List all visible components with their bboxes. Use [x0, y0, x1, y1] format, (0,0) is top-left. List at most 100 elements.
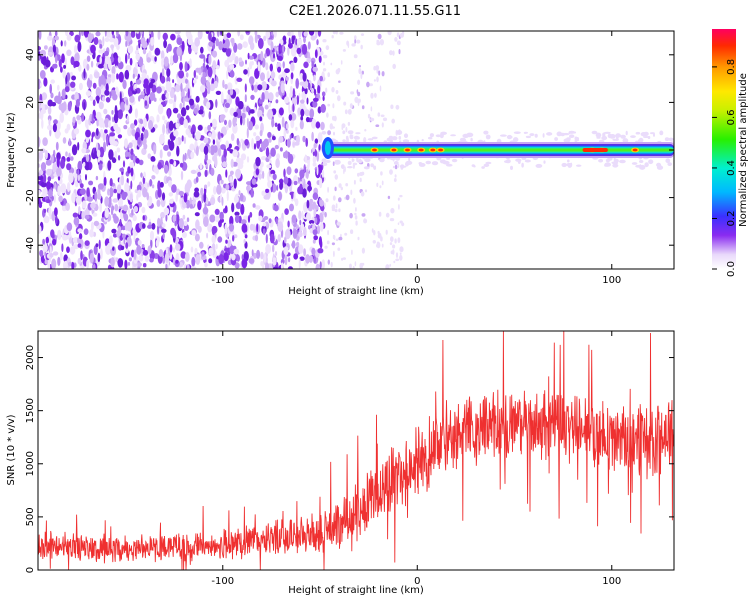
noise-speckle [97, 63, 104, 69]
noise-speckle [262, 263, 265, 269]
noise-speckle [283, 128, 286, 139]
noise-speckle [246, 117, 249, 128]
noise-speckle [72, 116, 76, 124]
noise-speckle [263, 252, 267, 263]
noise-speckle [82, 161, 86, 167]
noise-speckle [363, 166, 370, 170]
noise-speckle [256, 249, 261, 259]
noise-speckle [200, 46, 204, 54]
noise-speckle [150, 37, 155, 46]
noise-speckles [38, 31, 674, 269]
noise-speckle [397, 222, 400, 225]
noise-speckle [212, 139, 216, 145]
noise-speckle [93, 37, 99, 45]
noise-speckle [258, 99, 263, 105]
noise-speckle [312, 201, 317, 209]
noise-speckle [220, 179, 224, 185]
noise-speckle [154, 47, 161, 56]
noise-speckle [189, 197, 192, 206]
noise-speckle [90, 221, 94, 231]
noise-speckle [99, 56, 102, 64]
noise-speckle [136, 194, 139, 201]
noise-speckle [251, 178, 257, 185]
noise-speckle [114, 204, 119, 212]
noise-speckle [136, 245, 142, 255]
noise-speckle [245, 31, 250, 34]
noise-speckle [510, 165, 513, 170]
noise-speckle [289, 134, 292, 140]
noise-speckle [110, 257, 115, 268]
noise-speckle [286, 138, 291, 148]
noise-speckle [250, 94, 255, 100]
noise-speckle [213, 145, 218, 153]
snr-frame [37, 330, 675, 571]
noise-speckle [161, 228, 167, 233]
noise-speckle [311, 247, 316, 255]
noise-speckle [228, 143, 232, 149]
signal-peak [438, 148, 443, 152]
noise-speckle [638, 137, 644, 143]
noise-speckle [267, 180, 273, 189]
noise-speckle [315, 263, 320, 269]
noise-speckle [330, 261, 333, 268]
noise-speckle [138, 94, 145, 99]
noise-speckle [376, 41, 381, 46]
noise-speckle [83, 228, 89, 235]
noise-speckle [43, 173, 47, 184]
noise-speckle [274, 122, 278, 128]
noise-speckle [343, 101, 347, 106]
noise-speckle [156, 86, 162, 94]
noise-speckle [659, 130, 664, 136]
noise-speckle [60, 40, 63, 47]
noise-speckle [85, 154, 90, 163]
noise-speckle [212, 50, 218, 58]
noise-speckle [150, 156, 156, 162]
noise-speckle [120, 101, 126, 113]
noise-speckle [175, 122, 180, 129]
noise-speckle [311, 131, 314, 142]
noise-speckle [119, 218, 122, 226]
noise-speckle [267, 109, 273, 120]
noise-speckle [270, 169, 276, 176]
noise-speckle [265, 62, 269, 71]
noise-speckle [295, 78, 300, 89]
noise-speckle [392, 244, 396, 249]
noise-speckle [124, 182, 130, 194]
noise-speckle [231, 202, 235, 213]
noise-speckle [304, 154, 308, 163]
noise-speckle [375, 124, 380, 127]
noise-speckle [259, 116, 263, 122]
noise-speckle [175, 259, 179, 264]
noise-speckle [173, 94, 177, 103]
noise-speckle [62, 137, 67, 144]
noise-speckle [286, 129, 289, 134]
noise-speckle [260, 251, 264, 260]
noise-speckle [252, 203, 256, 208]
noise-speckle [224, 59, 230, 68]
noise-speckle [379, 85, 382, 92]
noise-speckle [194, 247, 198, 255]
noise-speckle [242, 116, 246, 126]
noise-speckle [169, 244, 173, 253]
noise-speckle [179, 61, 183, 71]
noise-speckle [123, 125, 128, 130]
noise-speckle [280, 262, 284, 269]
noise-speckle [50, 92, 54, 99]
noise-speckle [164, 119, 168, 125]
noise-speckle [321, 91, 326, 97]
noise-speckle [288, 257, 291, 263]
noise-speckle [376, 182, 379, 187]
noise-speckle [247, 52, 250, 60]
noise-speckle [40, 49, 46, 57]
noise-speckle [217, 236, 223, 243]
noise-speckle [345, 194, 350, 201]
noise-speckle [249, 109, 255, 114]
noise-speckle [194, 212, 200, 217]
noise-speckle [40, 181, 47, 188]
noise-speckle [521, 157, 527, 160]
noise-speckle [89, 229, 94, 238]
noise-speckle [176, 37, 183, 45]
noise-speckle [322, 162, 328, 167]
noise-speckle [214, 157, 218, 168]
noise-speckle [345, 183, 349, 187]
